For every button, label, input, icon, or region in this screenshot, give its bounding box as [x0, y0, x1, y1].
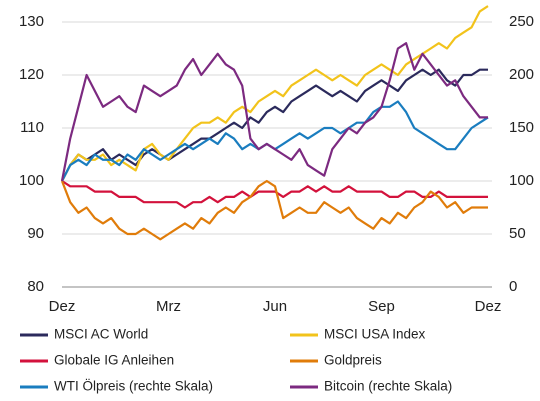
y-tick-label: 120 [19, 66, 44, 83]
series-line [60, 42, 488, 182]
x-tick-label: Mrz [156, 298, 181, 315]
legend-label: Goldpreis [324, 353, 382, 368]
series-line [61, 68, 488, 182]
series-line [61, 180, 488, 209]
x-tick-label: Sep [368, 298, 395, 315]
series-line [61, 100, 489, 182]
y-tick-label: 80 [27, 278, 44, 295]
legend-label: Globale IG Anleihen [54, 353, 174, 368]
y-tick-label: 90 [27, 225, 44, 242]
y-tick-label: 130 [19, 13, 44, 30]
y2-tick-label: 150 [509, 119, 534, 136]
x-tick-label: Jun [263, 298, 287, 315]
y-tick-label: 110 [20, 119, 44, 136]
legend-label: Bitcoin (rechte Skala) [324, 379, 452, 394]
legend-label: MSCI USA Index [324, 327, 426, 342]
y2-tick-label: 250 [509, 13, 534, 30]
y-tick-label: 100 [19, 172, 44, 189]
y2-tick-label: 0 [509, 278, 517, 295]
series-line [61, 5, 489, 182]
legend-label: MSCI AC World [54, 327, 148, 342]
x-tick-label: Dez [49, 298, 76, 315]
y2-tick-label: 200 [509, 66, 534, 83]
y2-tick-label: 100 [509, 172, 534, 189]
series-line [60, 179, 488, 241]
y2-tick-label: 50 [509, 225, 526, 242]
x-tick-label: Dez [475, 298, 502, 315]
legend-label: WTI Ölpreis (rechte Skala) [54, 379, 213, 394]
